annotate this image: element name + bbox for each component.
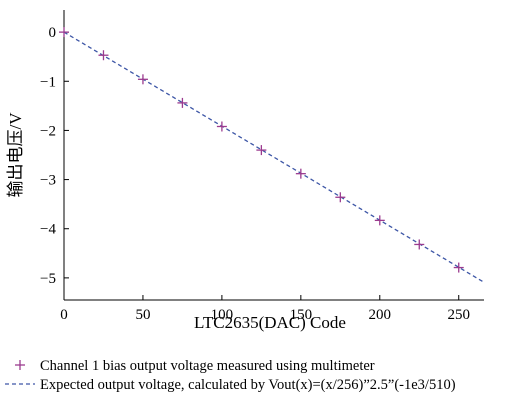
measured-point xyxy=(216,121,227,132)
x-ticks: 0 50 100 150 200 250 xyxy=(60,295,470,323)
expected-voltage-line xyxy=(63,31,485,283)
y-axis-title: 输出电压/V xyxy=(6,112,25,198)
y-tick-label: −4 xyxy=(40,222,56,238)
measured-point xyxy=(414,239,425,250)
y-tick-label: 0 xyxy=(49,25,57,41)
measured-point xyxy=(295,168,306,179)
measured-point xyxy=(374,215,385,226)
x-tick-label: 150 xyxy=(290,307,313,323)
x-tick-label: 0 xyxy=(60,307,68,323)
series-lines xyxy=(63,31,485,283)
x-tick-label: 250 xyxy=(447,307,470,323)
y-tick-label: −1 xyxy=(40,74,56,90)
x-tick-label: 100 xyxy=(211,307,234,323)
measured-point xyxy=(98,50,109,61)
y-tick-label: −2 xyxy=(40,123,56,139)
y-ticks: 0 −1 −2 −3 −4 −5 xyxy=(40,25,69,287)
measured-point xyxy=(335,192,346,203)
x-axis-title: LTC2635(DAC) Code xyxy=(194,313,346,332)
legend-marker-scatter xyxy=(15,360,25,370)
y-tick-label: −3 xyxy=(40,173,56,189)
legend-label-line: Expected output voltage, calculated by V… xyxy=(40,377,456,393)
measured-point xyxy=(256,145,267,156)
measured-point xyxy=(137,74,148,85)
measured-point xyxy=(453,262,464,273)
measured-point xyxy=(177,97,188,108)
x-tick-label: 50 xyxy=(135,307,150,323)
plot-area: 0 −1 −2 −3 −4 −5 0 50 100 150 200 250 xyxy=(40,10,485,323)
y-tick-label: −5 xyxy=(40,271,56,287)
legend-label-scatter: Channel 1 bias output voltage measured u… xyxy=(40,358,375,374)
legend: Channel 1 bias output voltage measured u… xyxy=(5,358,456,393)
x-tick-label: 200 xyxy=(369,307,392,323)
series-points xyxy=(59,27,464,273)
legend-plus-marker xyxy=(15,360,25,370)
measured-point xyxy=(59,27,69,38)
